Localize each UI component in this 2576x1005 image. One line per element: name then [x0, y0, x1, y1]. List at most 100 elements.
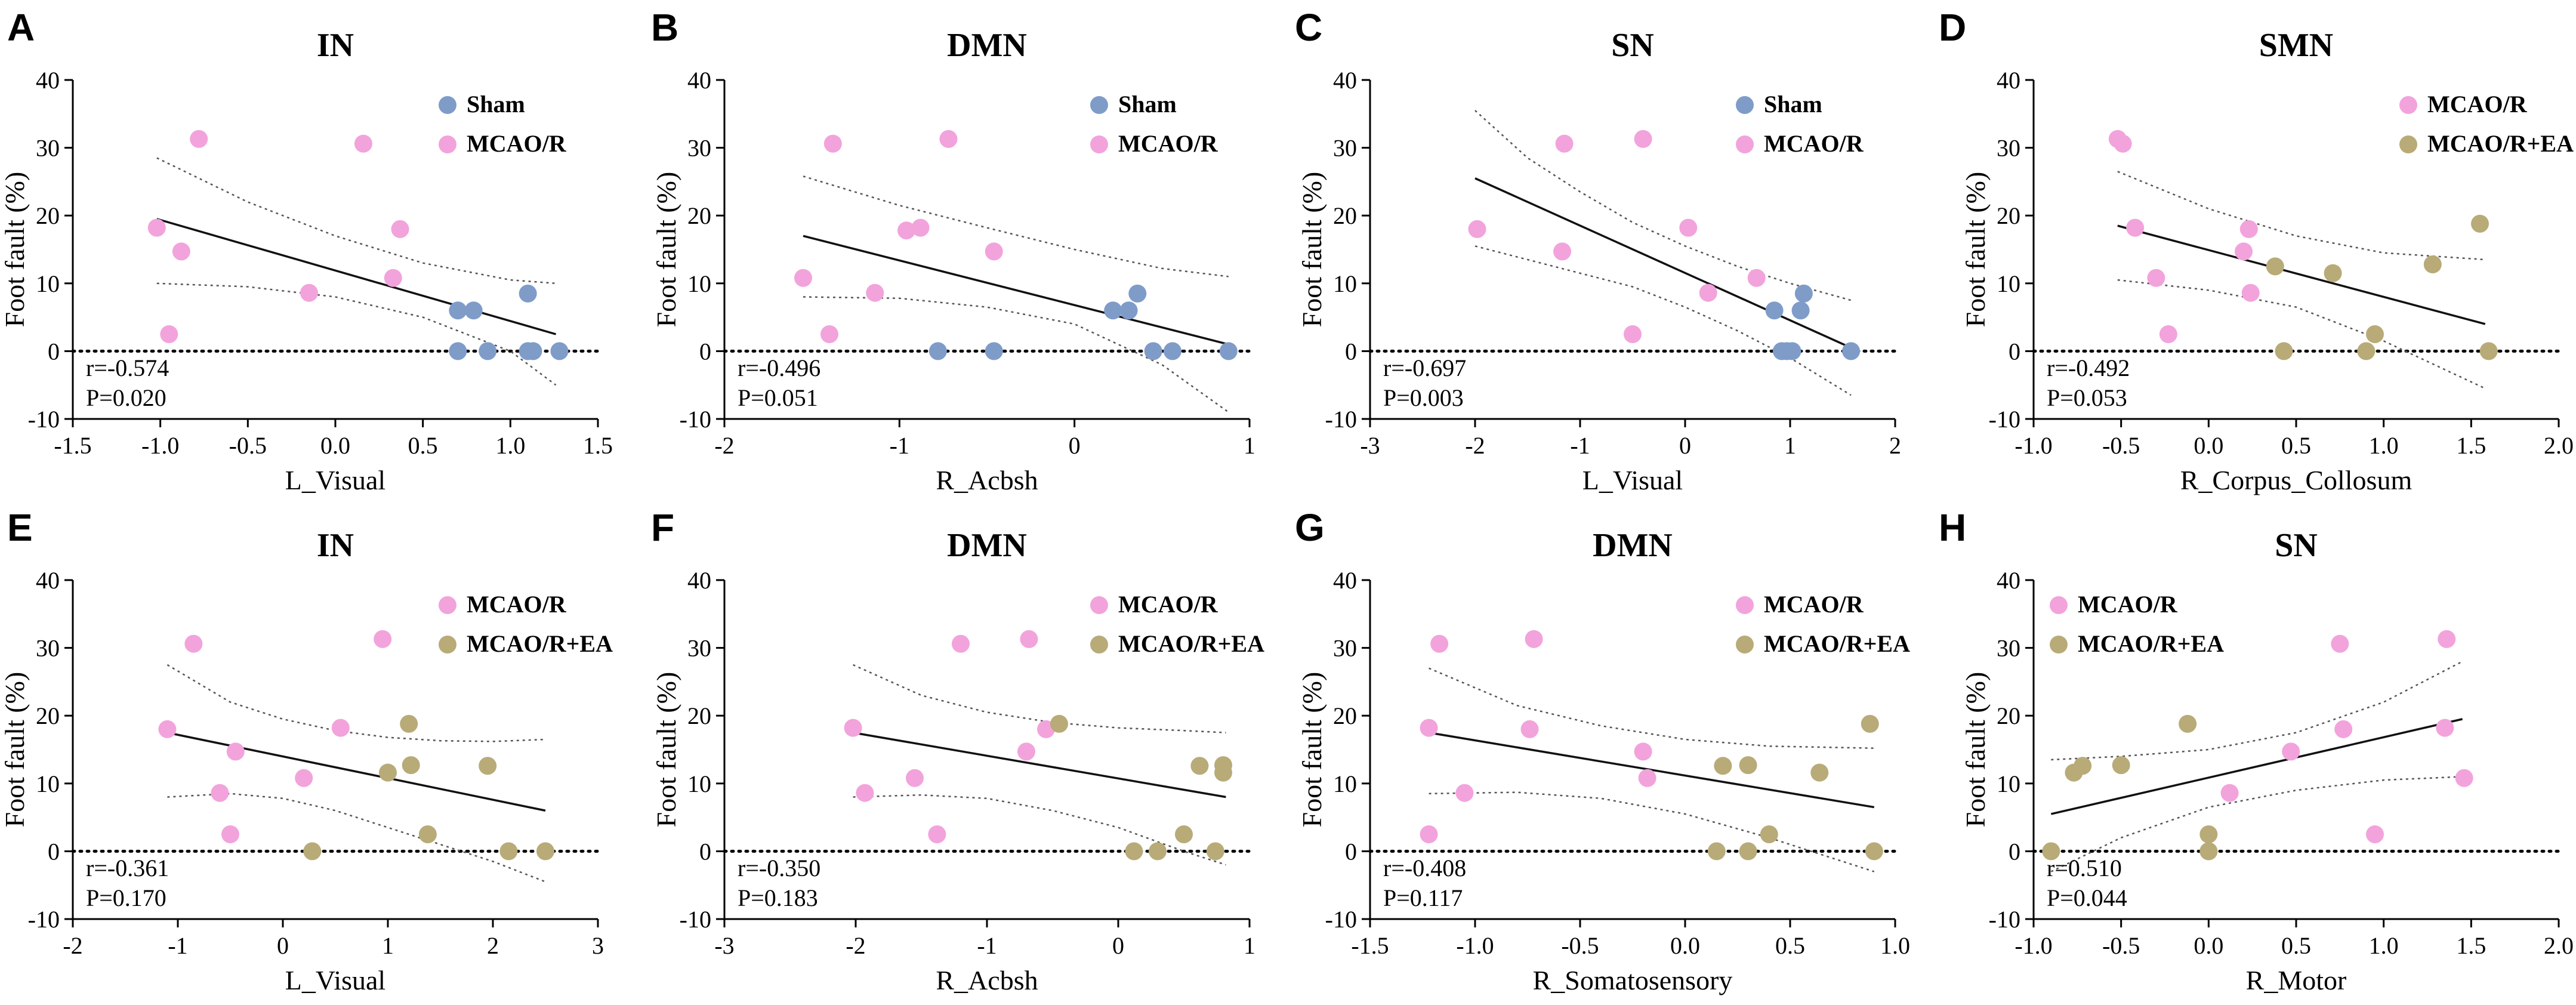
chart-title: DMN	[947, 527, 1027, 564]
data-point-mcao-r	[928, 825, 946, 843]
panel-letter: D	[1939, 6, 1966, 49]
data-point-mcao-r	[211, 784, 229, 802]
y-axis-label: Foot fault (%)	[0, 172, 30, 328]
data-point-sham	[1104, 301, 1122, 320]
legend-marker	[2050, 596, 2068, 614]
data-point-mcao-r	[1520, 720, 1539, 738]
legend-marker	[1090, 596, 1108, 614]
data-point-mcao-r	[2331, 634, 2349, 653]
legend-marker	[439, 135, 456, 153]
panel-a: A IN -10 0 10 20 30 40 -1.5 -1.0 -0.5 0.0 0.5 1.0 1.5 L…	[0, 6, 613, 495]
data-point-sham	[1163, 342, 1181, 360]
data-point-mcao-r-ea	[479, 757, 497, 775]
data-point-mcao-r	[2126, 218, 2145, 237]
data-point-mcao-r	[1634, 130, 1652, 148]
legend-label: MCAO/R+EA	[1764, 630, 1910, 657]
ci-lower-band	[853, 794, 1226, 866]
x-tick-label: 0.0	[1670, 932, 1700, 959]
legend-marker	[439, 636, 456, 653]
x-tick-label: -1.5	[54, 432, 91, 459]
data-point-sham	[524, 342, 542, 360]
data-point-sham	[1778, 342, 1796, 360]
chart-title: DMN	[947, 27, 1027, 64]
data-point-mcao-r-ea	[1125, 842, 1143, 861]
data-point-mcao-r	[384, 269, 402, 287]
data-point-mcao-r-ea	[1714, 757, 1732, 775]
data-point-mcao-r	[866, 283, 884, 302]
data-point-mcao-r	[2220, 784, 2239, 802]
stat-p: P=0.170	[86, 884, 166, 911]
ci-lower-band	[1474, 245, 1852, 396]
panel-letter: A	[7, 6, 35, 49]
x-tick-label: -1	[977, 932, 997, 959]
x-tick-label: 1	[382, 932, 394, 959]
x-axis-label: L_Visual	[285, 465, 385, 495]
data-point-mcao-r	[1638, 769, 1656, 787]
x-tick-label: 0	[1112, 932, 1124, 959]
panel-letter: F	[651, 506, 674, 549]
y-tick-label: 30	[1333, 635, 1357, 662]
ci-lower-band	[2050, 776, 2463, 873]
y-tick-label: 40	[1333, 67, 1357, 94]
x-axis-label: L_Visual	[285, 965, 385, 995]
y-axis-label: Foot fault (%)	[1960, 172, 1991, 328]
data-point-mcao-r-ea	[400, 714, 418, 733]
x-tick-label: 0	[1679, 432, 1691, 459]
data-point-sham	[449, 342, 467, 360]
legend-label: MCAO/R	[2427, 91, 2528, 118]
data-point-sham	[1119, 301, 1138, 320]
y-axis-label: Foot fault (%)	[1297, 172, 1327, 328]
data-point-mcao-r-ea	[2366, 325, 2384, 343]
x-tick-label: -3	[714, 932, 734, 959]
x-tick-label: -1.0	[141, 432, 179, 459]
x-tick-label: 1.5	[583, 432, 613, 459]
y-tick-label: 20	[1997, 202, 2020, 229]
regression-line	[2050, 718, 2463, 815]
regression-line	[2117, 224, 2486, 325]
legend-label: MCAO/R	[2078, 591, 2178, 618]
data-point-mcao-r	[2239, 220, 2258, 238]
y-tick-label: 0	[48, 338, 60, 365]
data-point-sham	[519, 284, 537, 303]
data-point-mcao-r	[939, 130, 958, 148]
x-tick-label: 1	[1784, 432, 1796, 459]
stat-p: P=0.183	[738, 884, 818, 911]
y-tick-label: 40	[687, 567, 711, 594]
data-point-mcao-r	[172, 242, 190, 261]
panel-d: D SMN -10 0 10 20 30 40 -1.0 -0.5 0.0 0.5 1.0 1.5 2.0 R…	[1939, 6, 2574, 495]
x-tick-label: 0.0	[320, 432, 350, 459]
data-point-sham	[1842, 342, 1861, 360]
y-tick-label: 10	[1333, 270, 1357, 297]
data-point-mcao-r	[820, 325, 838, 343]
data-point-mcao-r-ea	[418, 825, 437, 843]
x-tick-label: 1	[1244, 932, 1255, 959]
x-tick-label: 0.5	[2281, 932, 2311, 959]
y-axis-label: Foot fault (%)	[0, 672, 30, 828]
y-tick-label: 20	[36, 202, 60, 229]
ci-lower-band	[156, 282, 557, 386]
data-point-mcao-r	[1468, 220, 1486, 238]
panel-letter: B	[651, 6, 678, 49]
data-point-mcao-r	[856, 784, 874, 802]
x-tick-label: 1.0	[495, 432, 525, 459]
x-tick-label: 2.0	[2544, 432, 2574, 459]
y-tick-label: -10	[1325, 406, 1357, 433]
legend-marker	[1736, 596, 1754, 614]
legend-marker	[439, 96, 456, 114]
y-axis-label: Foot fault (%)	[651, 672, 681, 828]
legend-label: MCAO/R	[467, 130, 567, 157]
x-tick-label: -2	[63, 932, 82, 959]
data-point-mcao-r	[147, 218, 166, 237]
legend-marker	[1090, 135, 1108, 153]
data-point-mcao-r	[160, 325, 178, 343]
y-tick-label: 20	[1333, 202, 1357, 229]
stat-p: P=0.003	[1383, 384, 1464, 411]
y-axis-label: Foot fault (%)	[651, 172, 681, 328]
data-point-mcao-r-ea	[1175, 825, 1193, 843]
ci-upper-band	[2117, 171, 2485, 261]
legend-label: MCAO/R+EA	[1118, 630, 1264, 657]
data-point-mcao-r-ea	[1707, 842, 1726, 861]
data-point-mcao-r-ea	[2423, 255, 2442, 273]
y-axis-label: Foot fault (%)	[1960, 672, 1991, 828]
